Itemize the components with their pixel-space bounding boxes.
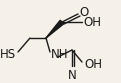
Text: OH: OH xyxy=(84,58,102,70)
Text: NH: NH xyxy=(51,48,68,62)
Text: HS: HS xyxy=(0,47,16,61)
Text: OH: OH xyxy=(83,16,101,28)
Text: O: O xyxy=(79,5,88,19)
Text: N: N xyxy=(68,69,76,82)
Polygon shape xyxy=(46,20,64,38)
